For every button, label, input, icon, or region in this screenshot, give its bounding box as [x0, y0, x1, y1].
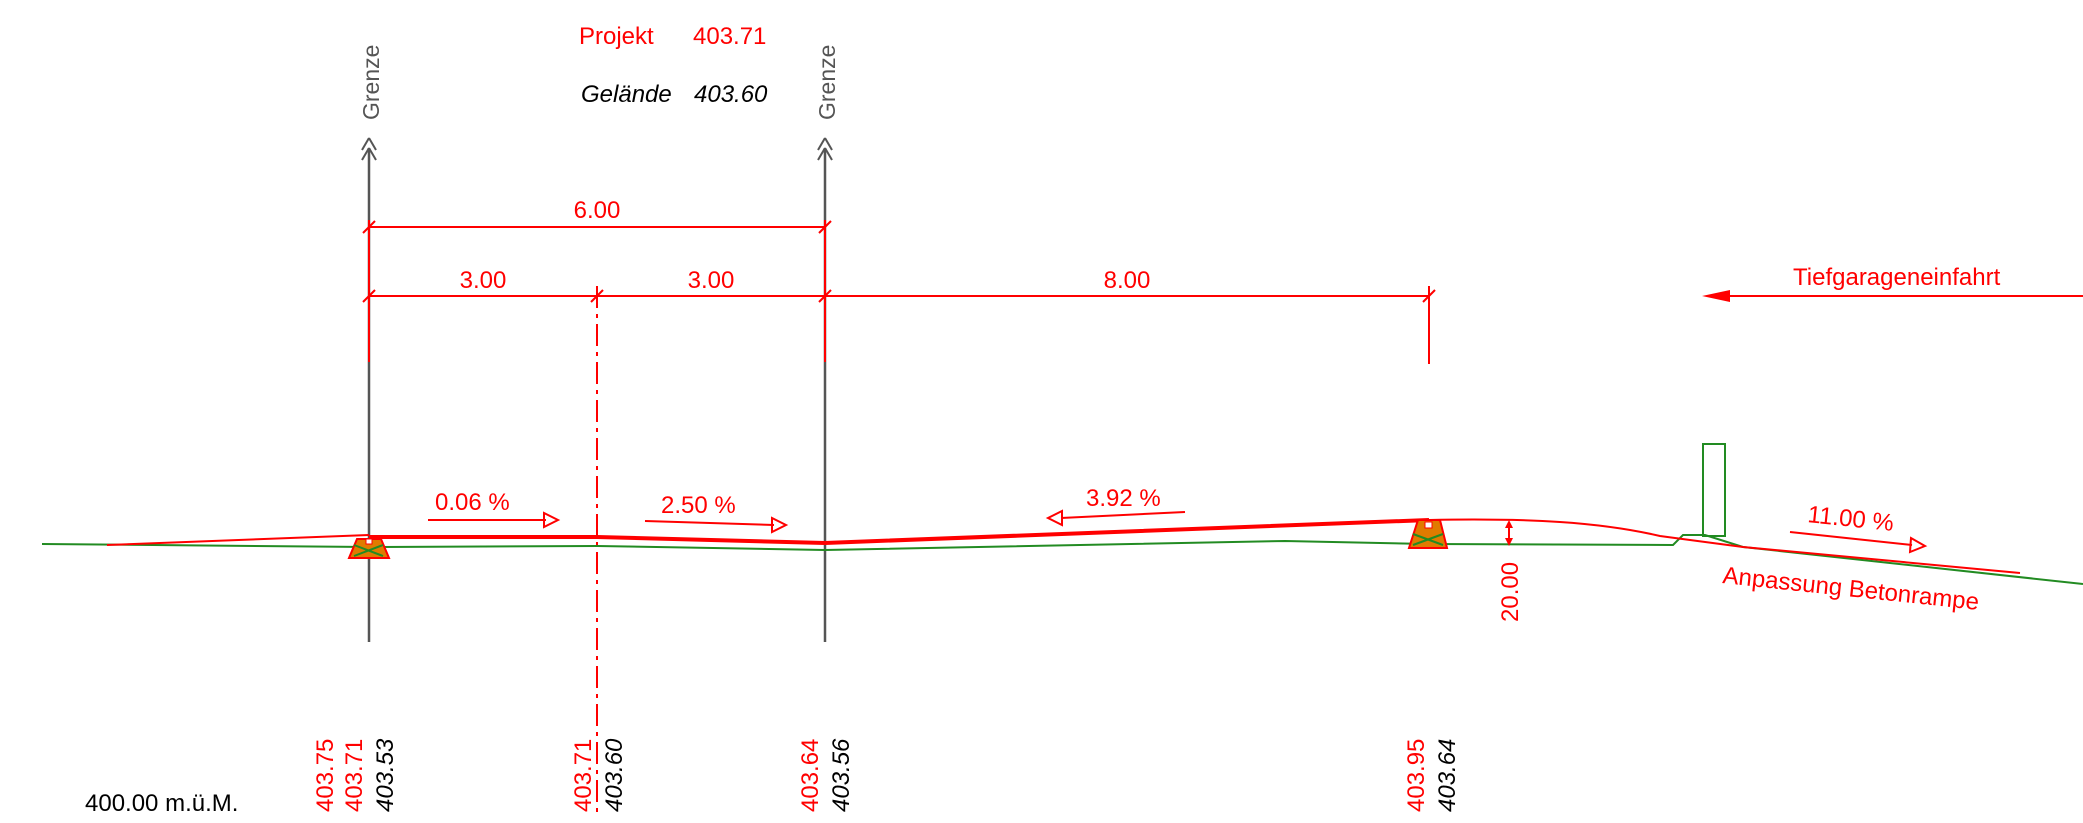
slope-1-label: 0.06 %: [435, 489, 510, 516]
boundary-right-label: Grenze: [814, 45, 840, 120]
height-label: 20.00: [1497, 562, 1524, 622]
station-4-terrain: 403.64: [1434, 739, 1461, 812]
slope-2: 2.50 %: [644, 492, 789, 534]
dimension-total: 6.00: [362, 197, 832, 234]
slope-4: 11.00 %: [1789, 501, 1928, 554]
station-2-terrain: 403.60: [601, 738, 628, 812]
dimension-seg-right: 8.00: [1104, 267, 1151, 294]
drain-inlet-left: [347, 538, 391, 559]
entrance-label: Tiefgarageneinfahrt: [1793, 264, 2001, 291]
slope-1: 0.06 %: [428, 489, 561, 529]
station-3-project: 403.64: [797, 739, 824, 812]
station-1-terrain: 403.53: [372, 738, 399, 812]
slope-3-label: 3.92 %: [1086, 485, 1161, 512]
drain-inlet-right: [1407, 519, 1449, 549]
station-labels-1: 403.75 403.71 403.53: [312, 738, 399, 812]
station-3-terrain: 403.56: [828, 738, 855, 812]
project-line-curve: [1428, 518, 2021, 574]
projekt-value: 403.71: [693, 23, 766, 50]
dimension-row: 3.00 3.00 8.00: [362, 267, 1436, 303]
station-labels-2: 403.71 403.60: [570, 738, 628, 812]
wall-element: [1702, 443, 1726, 537]
projekt-label: Projekt: [579, 23, 654, 50]
station-2-project: 403.71: [570, 739, 597, 812]
project-line-main: [369, 518, 1430, 546]
slope-4-label: 11.00 %: [1806, 501, 1895, 537]
gelaende-value: 403.60: [694, 81, 768, 108]
gelaende-label: Gelände: [581, 81, 672, 108]
ramp-label: Anpassung Betonrampe: [1721, 562, 1980, 616]
dimension-seg-left: 3.00: [460, 267, 507, 294]
project-line: [106, 534, 370, 546]
boundary-right: Grenze: [814, 45, 840, 642]
datum-label: 400.00 m.ü.M.: [85, 790, 238, 817]
slope-2-label: 2.50 %: [661, 492, 736, 519]
boundary-left-label: Grenze: [358, 45, 384, 120]
station-labels-4: 403.95 403.64: [1403, 739, 1461, 812]
station-labels-3: 403.64 403.56: [797, 738, 855, 812]
dimension-seg-mid: 3.00: [688, 267, 735, 294]
station-4-project: 403.95: [1403, 739, 1430, 812]
height-marker: 20.00: [1497, 520, 1524, 622]
station-1-project-b: 403.71: [341, 739, 368, 812]
entrance-arrow: Tiefgarageneinfahrt: [1702, 264, 2083, 302]
dimension-total-label: 6.00: [574, 197, 621, 224]
slope-3: 3.92 %: [1045, 485, 1186, 527]
station-1-project-a: 403.75: [312, 739, 339, 812]
